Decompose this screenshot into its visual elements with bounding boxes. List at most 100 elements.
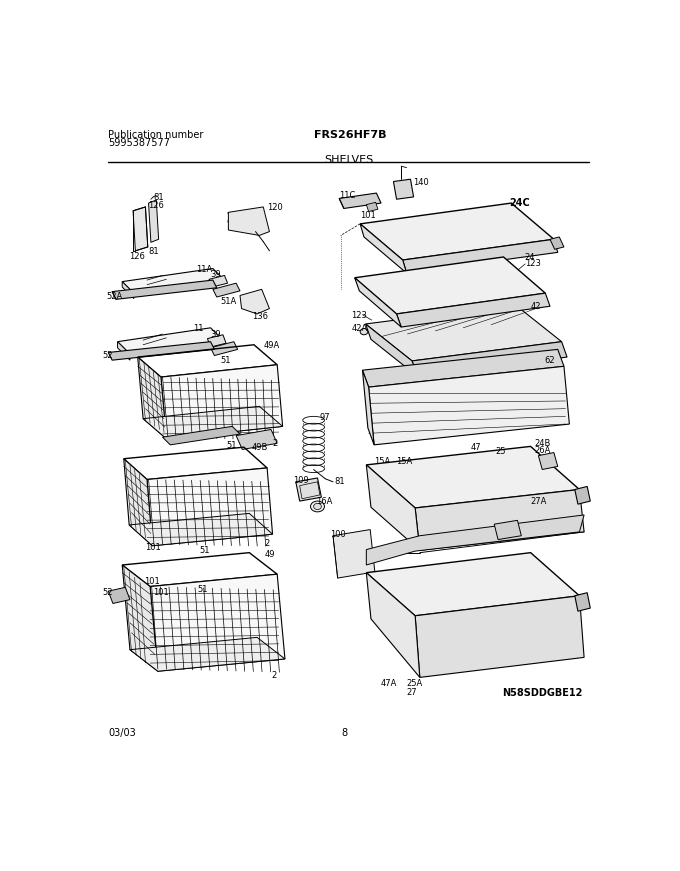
Text: 26: 26 bbox=[544, 457, 554, 466]
Text: 49B: 49B bbox=[252, 443, 268, 452]
Polygon shape bbox=[122, 268, 224, 294]
Polygon shape bbox=[367, 465, 420, 550]
Polygon shape bbox=[360, 224, 407, 273]
Polygon shape bbox=[118, 341, 130, 361]
Polygon shape bbox=[122, 281, 134, 299]
Text: 27: 27 bbox=[407, 688, 418, 697]
Polygon shape bbox=[550, 237, 564, 249]
Text: 136: 136 bbox=[252, 313, 268, 321]
Polygon shape bbox=[143, 407, 283, 439]
Polygon shape bbox=[366, 324, 418, 376]
Text: 39: 39 bbox=[211, 330, 221, 339]
Text: 51A: 51A bbox=[220, 297, 237, 306]
Text: 8: 8 bbox=[341, 728, 347, 739]
Text: 51: 51 bbox=[197, 585, 208, 594]
Text: 24: 24 bbox=[524, 253, 535, 262]
Text: 81: 81 bbox=[148, 247, 159, 256]
Polygon shape bbox=[112, 280, 217, 300]
Polygon shape bbox=[396, 294, 550, 327]
Polygon shape bbox=[367, 572, 420, 678]
Text: 51: 51 bbox=[200, 546, 210, 555]
Polygon shape bbox=[403, 240, 558, 273]
Polygon shape bbox=[575, 486, 590, 504]
Text: Publication number: Publication number bbox=[108, 130, 203, 140]
Text: 2: 2 bbox=[273, 440, 278, 449]
Polygon shape bbox=[366, 305, 562, 361]
Polygon shape bbox=[211, 341, 238, 355]
Text: 47A: 47A bbox=[381, 679, 397, 688]
Polygon shape bbox=[355, 257, 545, 314]
Text: 101: 101 bbox=[146, 544, 161, 552]
Text: 123: 123 bbox=[351, 311, 367, 320]
Text: 16A: 16A bbox=[316, 497, 333, 506]
Text: 47: 47 bbox=[470, 443, 481, 452]
Text: 81: 81 bbox=[335, 477, 345, 486]
Polygon shape bbox=[367, 553, 579, 616]
Text: 2: 2 bbox=[265, 539, 270, 548]
Text: 126: 126 bbox=[148, 201, 165, 210]
Text: 52: 52 bbox=[102, 588, 113, 598]
Polygon shape bbox=[163, 427, 240, 445]
Text: 51: 51 bbox=[220, 355, 231, 365]
Polygon shape bbox=[360, 203, 554, 260]
Text: FRS26HF7B: FRS26HF7B bbox=[313, 130, 386, 140]
Text: 11: 11 bbox=[194, 324, 204, 333]
Text: 52: 52 bbox=[102, 351, 113, 360]
Polygon shape bbox=[130, 638, 285, 672]
Polygon shape bbox=[539, 453, 558, 469]
Polygon shape bbox=[122, 565, 158, 672]
Text: 11C: 11C bbox=[339, 191, 356, 199]
Text: 24B: 24B bbox=[534, 439, 551, 448]
Text: 101: 101 bbox=[144, 577, 160, 586]
Polygon shape bbox=[213, 283, 240, 297]
Polygon shape bbox=[137, 357, 167, 439]
Polygon shape bbox=[339, 193, 381, 208]
Polygon shape bbox=[108, 341, 214, 361]
Text: 120: 120 bbox=[267, 203, 283, 212]
Polygon shape bbox=[412, 341, 567, 376]
Text: 123: 123 bbox=[525, 259, 541, 267]
Polygon shape bbox=[161, 365, 283, 439]
Ellipse shape bbox=[552, 240, 558, 246]
Text: 101: 101 bbox=[153, 588, 169, 598]
Text: 81: 81 bbox=[153, 193, 164, 202]
Text: 49A: 49A bbox=[263, 341, 279, 350]
Polygon shape bbox=[150, 574, 285, 672]
Text: 51: 51 bbox=[227, 441, 237, 450]
Polygon shape bbox=[415, 596, 584, 678]
Polygon shape bbox=[236, 429, 277, 449]
Ellipse shape bbox=[311, 501, 324, 512]
Text: 62: 62 bbox=[545, 355, 555, 365]
Text: SHELVES: SHELVES bbox=[324, 154, 373, 165]
Polygon shape bbox=[575, 592, 590, 611]
Text: 42A: 42A bbox=[352, 324, 368, 333]
Text: 109: 109 bbox=[292, 476, 309, 484]
Polygon shape bbox=[362, 349, 564, 387]
Text: 25A: 25A bbox=[407, 679, 423, 688]
Text: 11A: 11A bbox=[196, 266, 212, 274]
Text: N58SDDGBE12: N58SDDGBE12 bbox=[502, 688, 582, 699]
Polygon shape bbox=[494, 520, 522, 539]
Text: 101: 101 bbox=[360, 211, 376, 219]
Polygon shape bbox=[207, 334, 226, 347]
Text: 39: 39 bbox=[211, 270, 221, 279]
Polygon shape bbox=[118, 327, 223, 354]
Ellipse shape bbox=[360, 328, 368, 334]
Polygon shape bbox=[415, 490, 584, 550]
Text: 126: 126 bbox=[129, 253, 145, 261]
Text: 24C: 24C bbox=[510, 199, 530, 208]
Text: 97: 97 bbox=[319, 413, 330, 422]
Text: 03/03: 03/03 bbox=[108, 728, 136, 739]
Polygon shape bbox=[362, 370, 374, 445]
Polygon shape bbox=[133, 207, 148, 251]
Text: 49: 49 bbox=[265, 550, 275, 558]
Text: 42: 42 bbox=[530, 301, 541, 311]
Polygon shape bbox=[240, 289, 269, 314]
Polygon shape bbox=[148, 200, 158, 242]
Polygon shape bbox=[333, 530, 375, 578]
Text: 5995387577: 5995387577 bbox=[108, 138, 170, 148]
Polygon shape bbox=[355, 278, 401, 327]
Polygon shape bbox=[124, 459, 152, 546]
Text: 15A: 15A bbox=[374, 457, 390, 466]
Text: 26A: 26A bbox=[534, 446, 551, 455]
